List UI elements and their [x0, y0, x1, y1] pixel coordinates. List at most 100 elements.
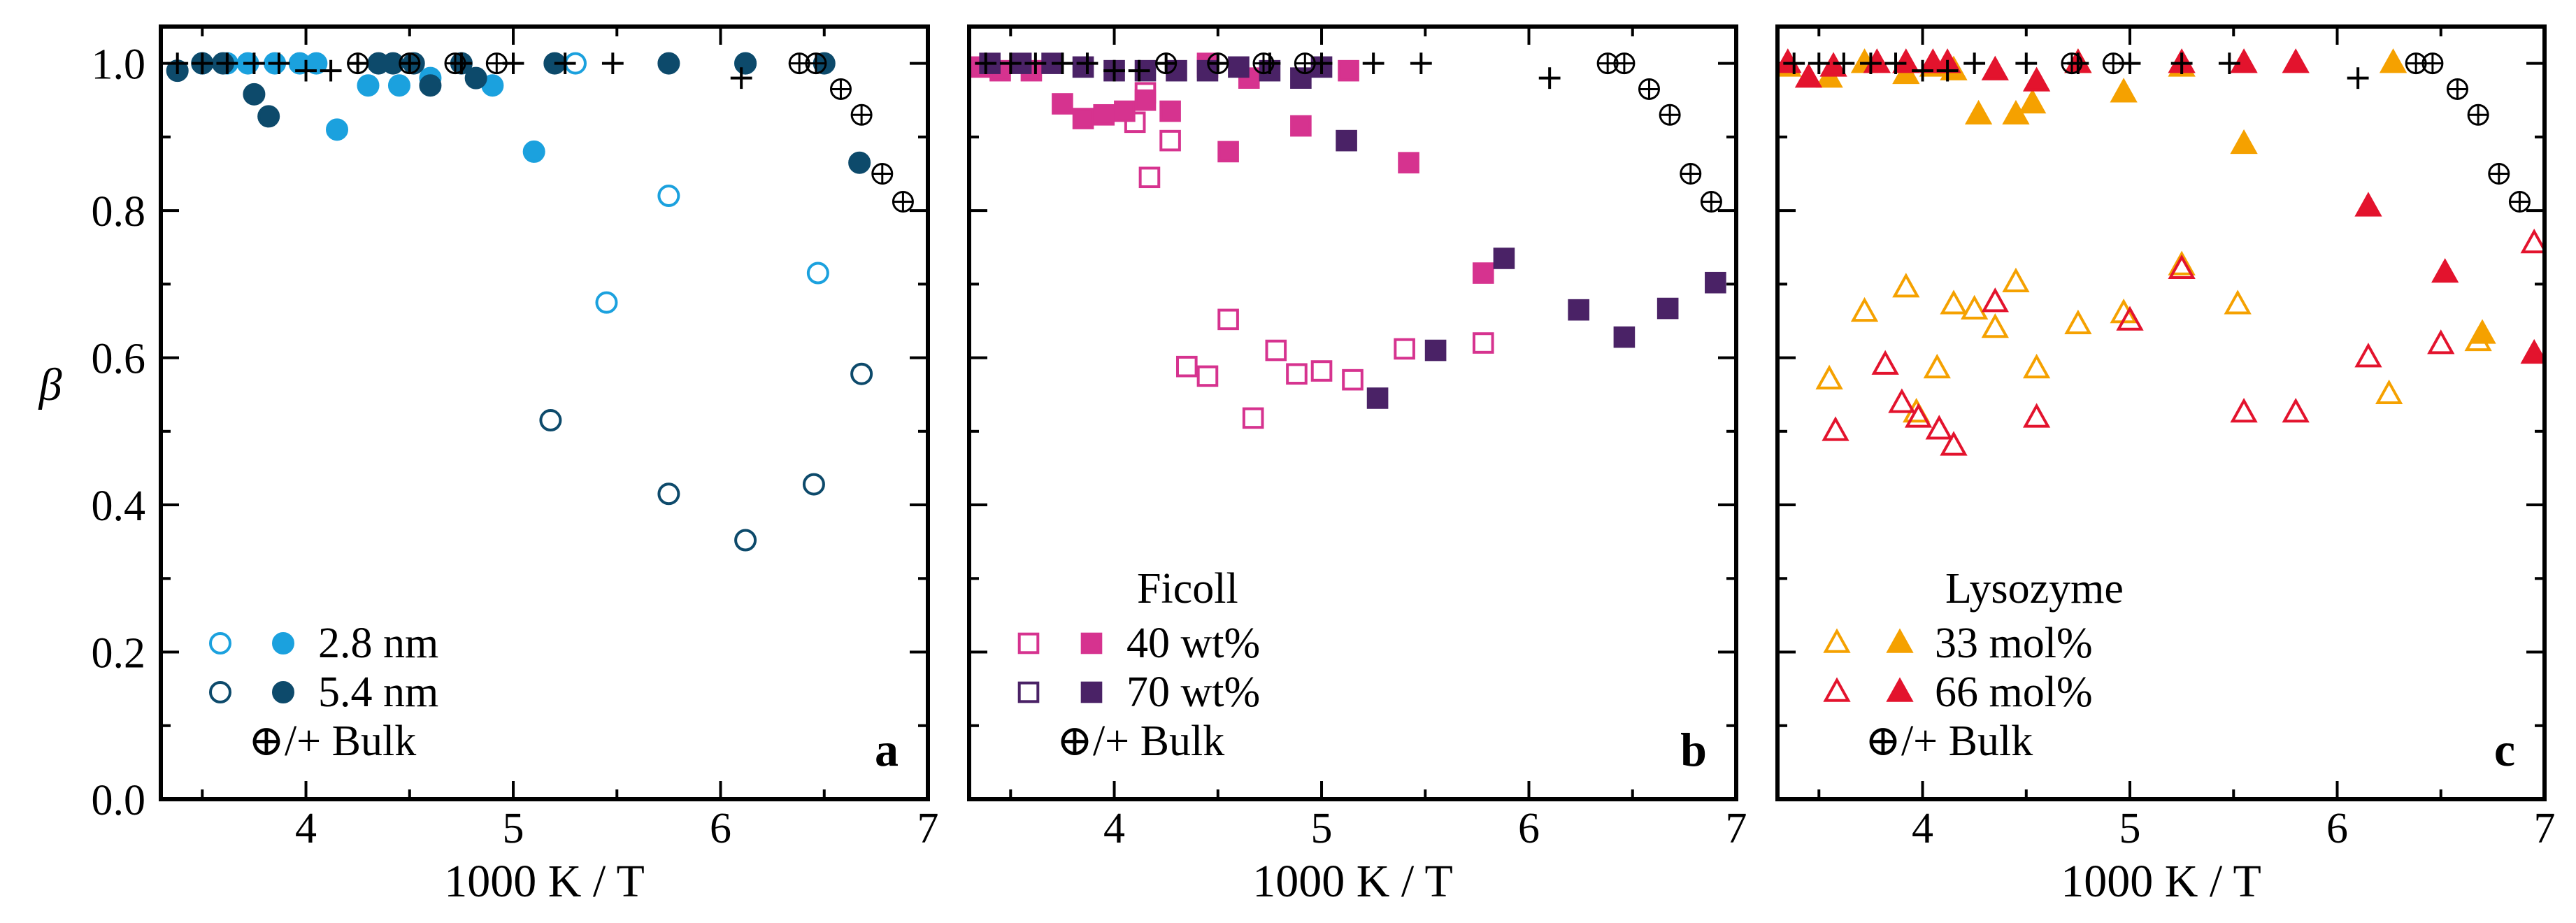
- data-point: [2446, 78, 2468, 100]
- legend-marker-open: [209, 632, 231, 654]
- data-point: [595, 291, 618, 314]
- data-point: [1613, 326, 1636, 348]
- data-point: [2067, 52, 2089, 75]
- data-point: [387, 74, 410, 97]
- data-point: [2230, 129, 2258, 155]
- panel-letter: c: [2494, 723, 2515, 776]
- panel-a: 0.0 0.2 0.4 0.6 0.8 1.0 4 5 6 7 1000 K / T 2.8 nm5.…: [92, 24, 939, 907]
- x-tick-label: 7: [917, 805, 939, 852]
- data-point: [1705, 271, 1726, 294]
- data-point: [2022, 66, 2051, 92]
- data-point: [1207, 52, 1229, 75]
- data-point: [1700, 190, 1722, 213]
- data-point: [2520, 228, 2545, 254]
- data-point: [1155, 52, 1178, 75]
- data-point: [216, 52, 238, 75]
- data-point: [2170, 52, 2193, 75]
- x-tick-label: 7: [2534, 805, 2556, 852]
- data-point: [2002, 267, 2030, 292]
- data-point: [399, 52, 421, 75]
- data-point: [419, 74, 442, 97]
- data-point: [1680, 162, 1702, 185]
- data-point: [2379, 48, 2407, 73]
- data-point: [2421, 52, 2444, 75]
- data-point: [1888, 388, 1916, 413]
- data-point: [892, 190, 914, 213]
- data-point: [1290, 115, 1312, 137]
- x-axis-title: 1000 K / T: [444, 856, 645, 907]
- data-point: [1265, 339, 1287, 362]
- data-point: [657, 52, 680, 75]
- data-point: [1128, 59, 1150, 82]
- oplus-cross: [852, 105, 872, 125]
- data-point: [1850, 296, 1879, 322]
- data-point: [326, 118, 349, 141]
- data-point: [1072, 56, 1094, 78]
- data-point: [601, 52, 624, 75]
- data-point: [2022, 403, 2051, 428]
- data-point: [848, 151, 871, 174]
- panel-letter: b: [1680, 723, 1707, 776]
- data-point: [1981, 313, 2009, 338]
- data-point: [999, 52, 1022, 75]
- data-point: [2354, 192, 2382, 217]
- data-point: [850, 362, 873, 385]
- data-point: [1366, 387, 1389, 409]
- legend-label: 70 wt%: [1126, 668, 1260, 716]
- x-tick-label: 4: [295, 805, 317, 852]
- data-point: [805, 52, 827, 75]
- data-point: [2019, 89, 2047, 114]
- data-point: [554, 52, 576, 75]
- legend-label: 66 mol%: [1935, 668, 2093, 716]
- data-point: [1892, 48, 1920, 73]
- legend: 2.8 nm5.4 nm⊕/+ Bulk: [209, 620, 438, 765]
- series-40-wt-filled: [969, 52, 1494, 284]
- data-point: [2224, 289, 2252, 315]
- data-point: [522, 140, 545, 163]
- data-point: [2354, 343, 2382, 368]
- data-point: [975, 52, 997, 75]
- series-bulk-plus: [166, 52, 752, 90]
- data-point: [1138, 166, 1161, 189]
- data-point: [2110, 78, 2138, 103]
- data-point: [1072, 108, 1094, 129]
- data-point: [1925, 415, 1953, 440]
- data-point: [1336, 129, 1357, 152]
- oplus-cross: [806, 53, 826, 73]
- legend: Lysozyme 33 mol%66 mol%⊕/+ Bulk: [1823, 565, 2124, 765]
- data-point: [320, 59, 342, 82]
- data-point: [1342, 369, 1364, 391]
- y-tick-label: 0.8: [92, 188, 146, 236]
- oplus-cross: [2489, 164, 2509, 184]
- data-point: [1217, 308, 1239, 331]
- data-point: [1964, 99, 1993, 125]
- data-point: [1217, 141, 1239, 163]
- oplus-cross: [831, 79, 851, 99]
- data-point: [2015, 52, 2038, 75]
- oplus-cross: [1701, 192, 1722, 212]
- data-point: [1052, 52, 1073, 75]
- data-point: [1981, 55, 2009, 80]
- data-point: [1310, 52, 1333, 75]
- x-tick-label: 5: [503, 805, 524, 852]
- data-point: [257, 105, 280, 128]
- data-point: [357, 74, 380, 97]
- legend-marker-filled: [1080, 681, 1103, 703]
- data-point: [802, 473, 825, 496]
- data-point: [243, 83, 266, 106]
- data-point: [2116, 306, 2144, 331]
- data-point: [1871, 350, 1899, 375]
- series-5-4-nm-open: [539, 362, 873, 552]
- data-point: [1196, 365, 1219, 387]
- data-point: [1394, 338, 1415, 360]
- data-point: [2230, 398, 2258, 423]
- data-point: [539, 409, 562, 432]
- legend-marker-open: [209, 681, 231, 703]
- panels-group: 0.0 0.2 0.4 0.6 0.8 1.0 4 5 6 7 1000 K / T 2.8 nm5.…: [92, 24, 2556, 907]
- data-point: [1076, 52, 1099, 75]
- oplus-cross: [1614, 53, 1634, 73]
- panel-c: 4 5 6 7 1000 K / T Lysozyme 33 mol%66 mol%⊕/+ …: [1775, 24, 2556, 907]
- data-point: [657, 482, 680, 506]
- legend-label-bulk: ⊕/+ Bulk: [1057, 717, 1224, 765]
- data-point: [2119, 52, 2141, 75]
